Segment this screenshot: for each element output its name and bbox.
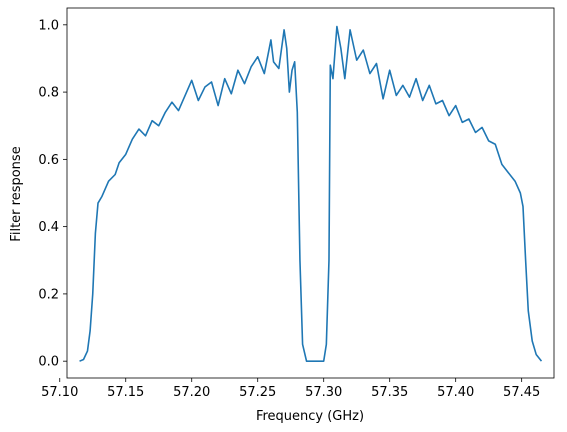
y-axis-ticks: 0.0 0.2 0.4 0.6 0.8 1.0 <box>38 18 67 370</box>
x-tick-label: 57.45 <box>503 385 540 400</box>
plot-area <box>66 7 555 379</box>
axes-frame <box>66 7 555 379</box>
x-tick-label: 57.10 <box>41 385 78 400</box>
y-tick-label: 0.6 <box>38 153 59 168</box>
x-axis-label: Frequency (GHz) <box>256 409 364 424</box>
y-tick-label: 0.8 <box>38 86 59 101</box>
y-axis-label: Filter response <box>9 146 24 241</box>
x-tick-label: 57.25 <box>239 385 276 400</box>
x-tick-label: 57.15 <box>107 385 144 400</box>
y-tick-label: 0.2 <box>38 287 59 302</box>
y-tick-label: 1.0 <box>38 18 59 33</box>
x-tick-label: 57.20 <box>173 385 210 400</box>
y-tick-label: 0.4 <box>38 220 59 235</box>
x-tick-label: 57.40 <box>437 385 474 400</box>
x-tick-label: 57.30 <box>305 385 342 400</box>
y-tick-label: 0.0 <box>38 355 59 370</box>
x-tick-label: 57.35 <box>371 385 408 400</box>
x-axis-ticks: 57.10 57.15 57.20 57.25 57.30 57.35 57.40 57.45 <box>41 378 540 400</box>
series-line-0 <box>79 25 543 362</box>
